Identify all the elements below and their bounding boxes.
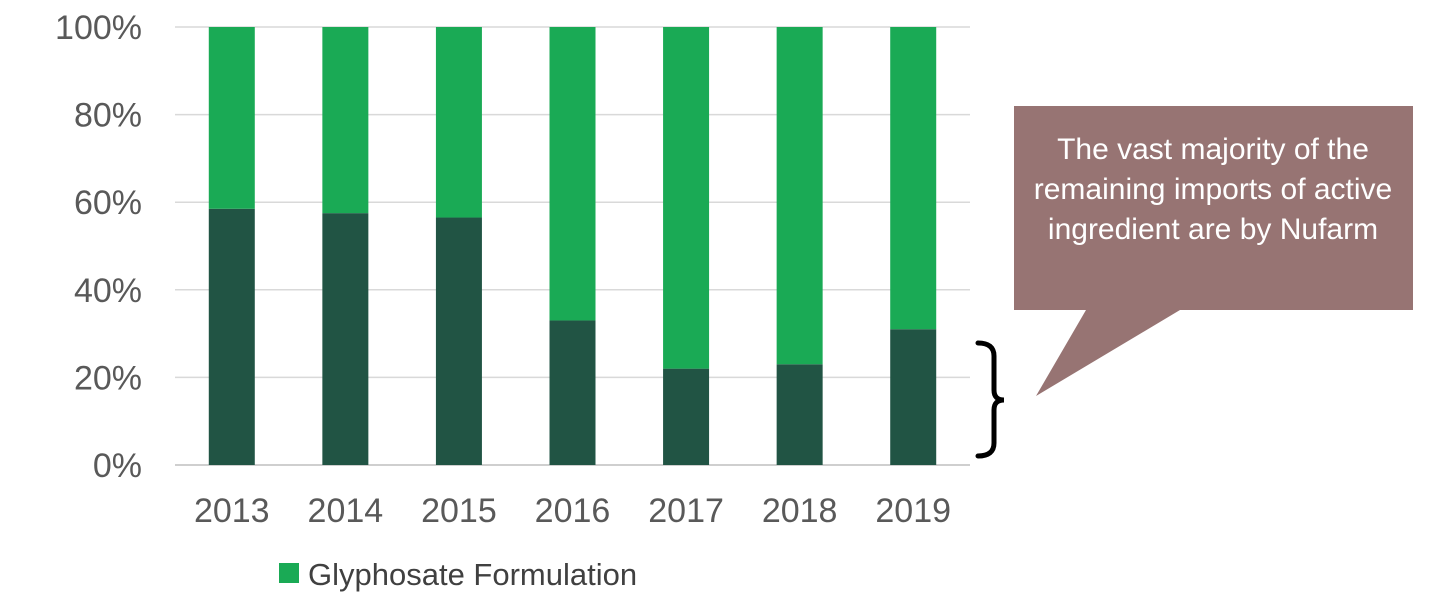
x-tick-label: 2014 — [308, 492, 384, 530]
x-tick-label: 2019 — [875, 492, 951, 530]
y-tick-label: 40% — [74, 272, 142, 310]
bar-segment-2018-series-0 — [776, 364, 823, 465]
y-tick-label: 0% — [93, 447, 142, 485]
legend-label: Glyphosate Formulation — [308, 557, 637, 592]
bar-segment-2015-series-1 — [435, 27, 482, 218]
y-axis-tick-labels: 0% 20% 40% 60% 80% 100% — [55, 9, 142, 485]
bar-segment-2019-series-1 — [890, 27, 937, 330]
bars — [208, 27, 937, 465]
bar-segment-2017-series-0 — [663, 368, 710, 465]
bracket-shape — [975, 340, 1005, 459]
legend-swatch — [279, 563, 299, 583]
bar-segment-2019-series-0 — [890, 329, 937, 465]
bar-segment-2014-series-1 — [322, 27, 369, 214]
bar-segment-2018-series-1 — [776, 27, 823, 365]
y-tick-label: 100% — [55, 9, 142, 47]
bar-segment-2013-series-1 — [208, 27, 255, 209]
x-tick-label: 2017 — [648, 492, 724, 530]
x-tick-label: 2016 — [535, 492, 611, 530]
y-tick-label: 20% — [74, 359, 142, 397]
bar-segment-2014-series-0 — [322, 213, 369, 465]
bar-segment-2016-series-0 — [549, 320, 596, 465]
bar-segment-2013-series-0 — [208, 208, 255, 465]
bar-segment-2016-series-1 — [549, 27, 596, 321]
x-axis-tick-labels: 2013 2014 2015 2016 2017 2018 2019 — [194, 492, 951, 530]
callout-text: The vast majority of the remaining impor… — [1033, 133, 1393, 246]
x-tick-label: 2013 — [194, 492, 270, 530]
bar-segment-2017-series-1 — [663, 27, 710, 369]
x-tick-label: 2015 — [421, 492, 497, 530]
callout-box — [1014, 106, 1413, 396]
x-tick-label: 2018 — [762, 492, 838, 530]
bar-segment-2015-series-0 — [435, 217, 482, 465]
y-tick-label: 60% — [74, 184, 142, 222]
y-tick-label: 80% — [74, 97, 142, 135]
